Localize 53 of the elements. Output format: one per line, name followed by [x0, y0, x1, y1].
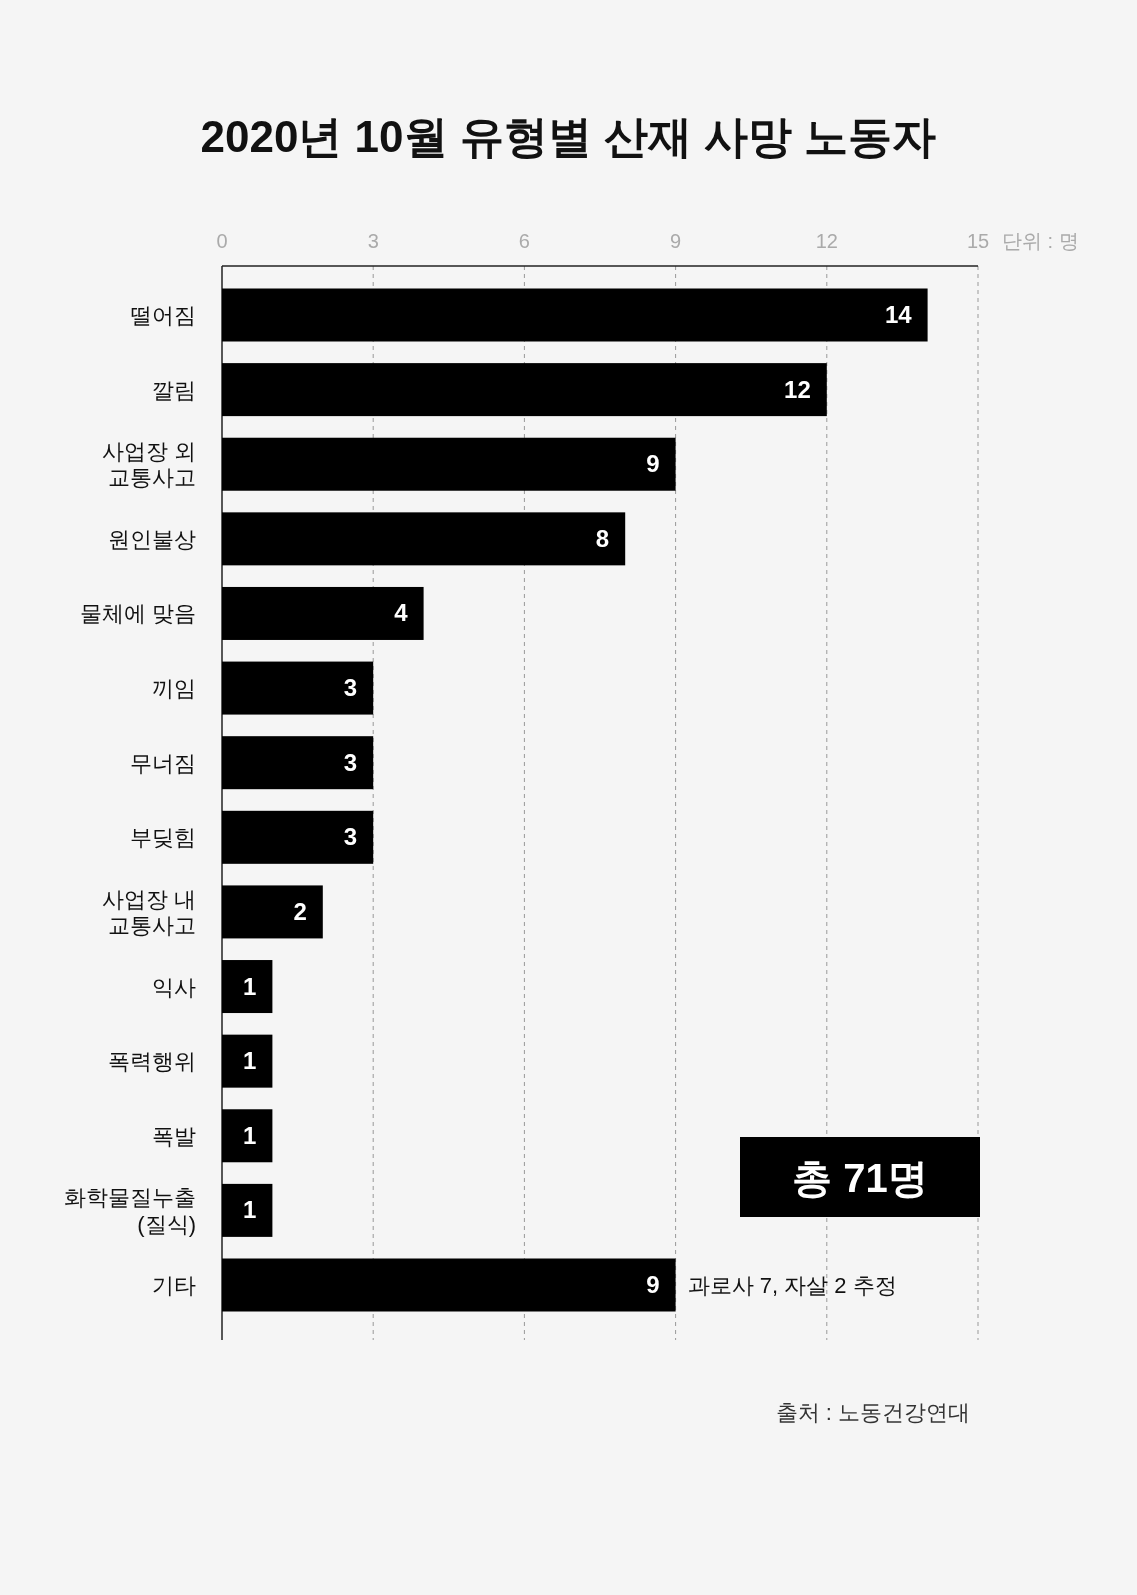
data-label: 14: [884, 301, 913, 328]
bar: [222, 363, 827, 417]
x-axis-title: 단위 : 명: [1002, 230, 1079, 252]
x-tick-label: 15: [966, 230, 990, 252]
data-label: 9: [646, 1271, 660, 1298]
chart-title: 2020년 10월 유형별 산재 사망 노동자: [200, 112, 937, 161]
data-label: 3: [343, 823, 358, 851]
data-label: 2: [293, 897, 307, 925]
y-tick-label: 익사: [152, 974, 196, 1000]
y-tick-label: 깔림: [152, 377, 196, 403]
y-tick-label: 폭발: [152, 1123, 196, 1149]
y-tick-label: 끼임: [152, 676, 196, 702]
data-label: 4: [394, 599, 409, 627]
data-label: 1: [243, 1196, 257, 1224]
x-tick-label: 6: [518, 230, 530, 252]
bar: [222, 810, 374, 864]
y-tick-label: 화학물질누출 (질식): [64, 1185, 196, 1237]
y-tick-label: 물체에 맞음: [79, 601, 196, 627]
bar: [222, 437, 676, 491]
source-note: 출처 : 노동건강연대: [775, 1400, 970, 1425]
data-label: 1: [243, 1121, 257, 1149]
data-label: 3: [343, 674, 358, 702]
y-tick-label: 사업장 내 교통사고: [101, 886, 196, 939]
x-tick-label: 9: [670, 230, 682, 252]
y-tick-label: 폭력행위: [108, 1049, 196, 1075]
y-tick-label: 무너짐: [130, 750, 196, 776]
bar: [222, 512, 626, 566]
x-tick-label: 12: [815, 230, 838, 252]
bar: [222, 1109, 273, 1163]
data-label: 9: [646, 450, 660, 478]
x-tick-label: 0: [216, 230, 228, 252]
bar: [222, 661, 374, 715]
bar: [222, 885, 323, 939]
bar: [222, 960, 273, 1014]
bar: [222, 1183, 273, 1237]
x-tick-label: 3: [367, 230, 379, 252]
bar: [222, 288, 928, 342]
annotation: 총 71명: [792, 1156, 928, 1200]
bar: [222, 1034, 273, 1088]
data-label: 8: [595, 524, 610, 552]
bar: [222, 1258, 676, 1312]
bar: [222, 736, 374, 790]
y-tick-label: 원인불상: [108, 526, 196, 552]
annotation: 과로사 7, 자살 2 추정: [687, 1273, 897, 1298]
data-label: 1: [243, 972, 257, 1000]
data-label: 1: [243, 1047, 257, 1075]
y-tick-label: 부딪힘: [130, 825, 196, 851]
data-label: 3: [343, 748, 358, 776]
y-tick-label: 기타: [152, 1273, 196, 1298]
data-label: 12: [784, 375, 811, 403]
bar: [222, 586, 424, 640]
y-tick-label: 떨어짐: [130, 303, 196, 328]
y-tick-label: 사업장 외 교통사고: [101, 439, 196, 491]
